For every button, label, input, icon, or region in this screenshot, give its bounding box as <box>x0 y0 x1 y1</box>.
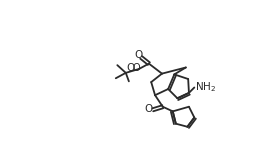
Text: O: O <box>127 63 135 73</box>
Text: NH$_2$: NH$_2$ <box>195 81 216 94</box>
Text: O: O <box>135 50 143 60</box>
Text: O: O <box>133 63 140 73</box>
Text: O: O <box>145 104 153 114</box>
